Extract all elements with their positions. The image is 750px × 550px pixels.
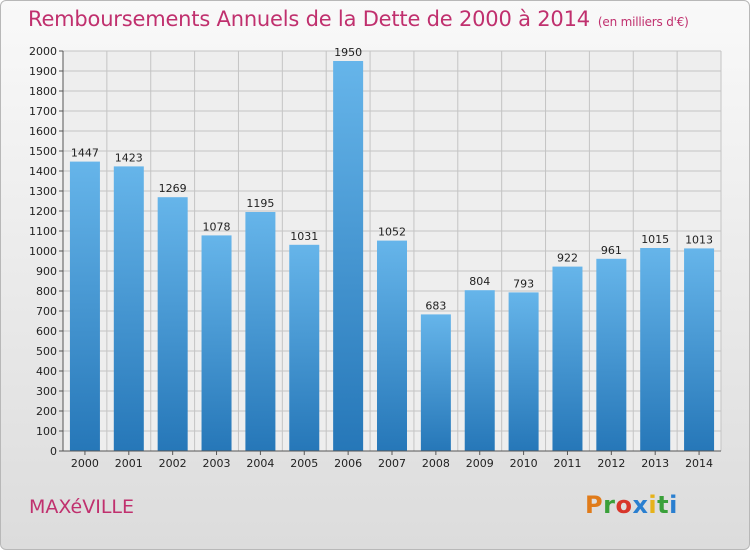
bar (245, 212, 276, 451)
x-tick-label: 2001 (115, 457, 143, 470)
x-tick-label: 2000 (71, 457, 99, 470)
logo-letter: P (585, 491, 604, 519)
x-tick-label: 2004 (246, 457, 274, 470)
bar (420, 314, 451, 451)
data-label: 1052 (378, 226, 406, 239)
x-tick-label: 2003 (203, 457, 231, 470)
x-tick-label: 2012 (597, 457, 625, 470)
x-tick-label: 2005 (290, 457, 318, 470)
data-label: 1423 (115, 151, 143, 164)
data-label: 1078 (203, 220, 231, 233)
bar (552, 266, 583, 451)
bar (377, 240, 407, 451)
logo-letter: r (603, 491, 616, 519)
x-tick-label: 2013 (641, 457, 669, 470)
logo-letter: x (632, 491, 649, 519)
bar (464, 290, 495, 451)
y-tick-label: 2000 (29, 45, 57, 58)
y-tick-label: 900 (36, 265, 57, 278)
y-tick-label: 700 (36, 305, 57, 318)
unit-label: (en milliers d'€) (597, 15, 689, 29)
data-label: 1447 (71, 147, 99, 160)
logo-letter: t (657, 491, 670, 519)
x-tick-label: 2008 (422, 457, 450, 470)
y-tick-label: 1800 (29, 85, 57, 98)
town-name: MAXéVILLE (29, 496, 135, 518)
data-label: 1195 (246, 197, 274, 210)
data-label: 961 (601, 244, 622, 257)
y-tick-label: 600 (36, 325, 57, 338)
data-label: 1015 (641, 233, 669, 246)
y-tick-label: 1700 (29, 105, 57, 118)
data-label: 804 (469, 275, 490, 288)
chart-title: Remboursements Annuels de la Dette de 20… (28, 7, 689, 31)
bar (640, 248, 671, 451)
y-tick-label: 1600 (29, 125, 57, 138)
title-text: Remboursements Annuels de la Dette de 20… (28, 7, 590, 31)
bar (113, 166, 144, 451)
logo-letter: o (615, 491, 633, 519)
y-tick-label: 1400 (29, 165, 57, 178)
x-tick-label: 2006 (334, 457, 362, 470)
proxiti-logo: Proxiti (585, 491, 678, 519)
x-tick-label: 2002 (159, 457, 187, 470)
data-label: 922 (557, 252, 578, 265)
bar (684, 248, 715, 451)
y-tick-label: 0 (50, 445, 57, 458)
x-tick-label: 2011 (553, 457, 581, 470)
y-tick-label: 300 (36, 385, 57, 398)
x-tick-label: 2009 (466, 457, 494, 470)
data-label: 683 (425, 299, 446, 312)
y-tick-label: 1100 (29, 225, 57, 238)
y-tick-label: 1200 (29, 205, 57, 218)
x-tick-label: 2014 (685, 457, 713, 470)
y-tick-label: 400 (36, 365, 57, 378)
y-tick-label: 1500 (29, 145, 57, 158)
data-label: 1031 (290, 230, 318, 243)
y-tick-label: 800 (36, 285, 57, 298)
y-tick-label: 100 (36, 425, 57, 438)
data-label: 1269 (159, 182, 187, 195)
bar (333, 61, 364, 451)
y-tick-label: 1000 (29, 245, 57, 258)
x-tick-label: 2007 (378, 457, 406, 470)
bar (201, 235, 232, 451)
bar (69, 161, 100, 451)
logo-letter: i (669, 491, 678, 519)
logo-letter: i (648, 491, 658, 519)
x-tick-label: 2010 (510, 457, 538, 470)
bar (157, 197, 188, 451)
bar (596, 258, 627, 451)
data-label: 1950 (334, 46, 362, 59)
bar (508, 292, 539, 451)
y-tick-label: 1900 (29, 65, 57, 78)
data-label: 1013 (685, 233, 713, 246)
y-tick-label: 1300 (29, 185, 57, 198)
data-label: 793 (513, 277, 534, 290)
bar (289, 244, 320, 451)
y-tick-label: 500 (36, 345, 57, 358)
y-tick-label: 200 (36, 405, 57, 418)
